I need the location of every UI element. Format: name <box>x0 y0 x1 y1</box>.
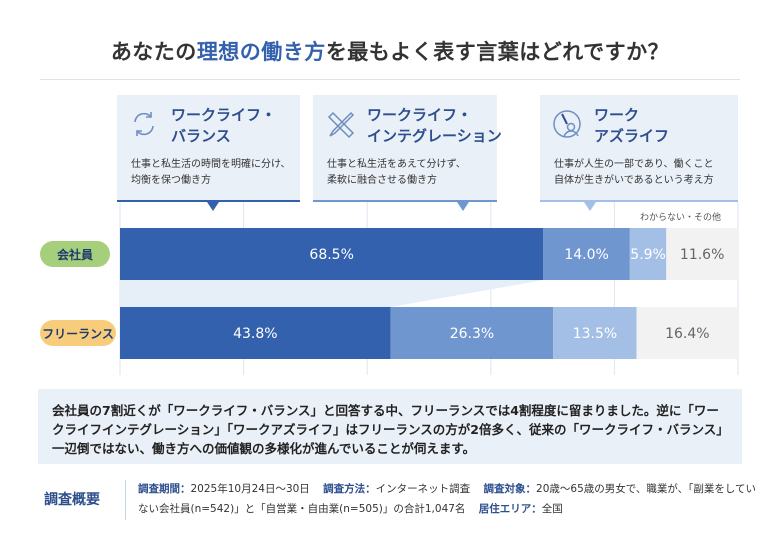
method-label: 調査方法： <box>323 483 376 495</box>
clock-person-icon <box>553 110 581 138</box>
card-description: 仕事と私生活をあえて分けず、 柔軟に融合させる働き方 <box>327 159 466 186</box>
cycle-arrows-icon <box>134 112 154 136</box>
bar-segment <box>553 307 637 359</box>
data-label: 16.4% <box>665 326 709 342</box>
pencil-ruler-icon <box>327 111 355 139</box>
data-label: 13.5% <box>573 326 617 342</box>
pointer-triangle <box>207 202 219 211</box>
title-pre: あなたの <box>110 40 197 64</box>
card-title: ワークライフ・ バランス <box>171 106 277 145</box>
data-label: 68.5% <box>309 247 353 263</box>
bar-segment <box>629 228 667 280</box>
bar-segment <box>666 228 738 280</box>
bar-segment <box>543 228 630 280</box>
summary-box: 会社員の7割近くが「ワークライフ・バランス」と回答する中、フリーランスでは4割程… <box>38 389 742 464</box>
card-underline <box>313 200 497 202</box>
bar-segment <box>636 307 738 359</box>
bar-segment <box>120 307 391 359</box>
stacked-bar-chart: 68.5% 14.0% 5.9% 11.6% 43.8% 26.3% 13.5% 16.4% <box>119 202 739 375</box>
period-value: 2025年10月24日〜30日 <box>190 483 310 495</box>
survey-heading: 調査概要 <box>44 492 100 508</box>
pointer-triangle <box>457 202 469 211</box>
target-label: 調査対象： <box>483 483 537 495</box>
other-legend-label: わからない・その他 <box>640 213 722 223</box>
card-work-as-life: ワーク アズライフ 仕事が人生の一部であり、働くこと 自体が生きがいであるという… <box>540 95 738 202</box>
data-label: 14.0% <box>564 247 608 263</box>
area-label: 居住エリア： <box>478 503 542 515</box>
target-value: 20歳〜65歳の男女で、職業が、「副業をしていない会社員(n=542)」と「自営… <box>138 483 757 515</box>
card-work-life-integration: ワークライフ・ インテグレーション 仕事と私生活をあえて分けず、 柔軟に融合させ… <box>313 95 502 202</box>
area-value: 全国 <box>541 503 563 515</box>
connector-band <box>120 280 544 307</box>
data-label: 5.9% <box>630 247 666 263</box>
card-title: ワーク アズライフ <box>594 106 670 145</box>
method-value: インターネット調査 <box>375 483 471 495</box>
title-highlight: 理想の働き方 <box>196 40 326 64</box>
page-title: あなたの理想の働き方を最もよく表す言葉はどれですか？ <box>0 36 780 66</box>
data-label: 26.3% <box>450 326 494 342</box>
pointer-triangle <box>584 202 596 211</box>
survey-divider <box>125 480 126 520</box>
card-description: 仕事が人生の一部であり、働くこと 自体が生きがいであるという考え方 <box>554 159 714 186</box>
category-label-employee: 会社員 <box>40 241 110 267</box>
card-title: ワークライフ・ インテグレーション <box>367 106 502 145</box>
card-underline <box>540 200 738 202</box>
title-divider <box>40 79 740 80</box>
bar-segment <box>390 307 554 359</box>
data-label: 11.6% <box>680 247 724 263</box>
bar-segment <box>120 228 544 280</box>
card-underline <box>117 200 300 202</box>
category-label-freelance: フリーランス <box>40 320 116 346</box>
survey-details: 調査期間：2025年10月24日〜30日 調査方法：インターネット調査 調査対象… <box>138 479 758 519</box>
data-label: 43.8% <box>233 326 277 342</box>
title-post: を最もよく表す言葉はどれですか？ <box>325 40 670 64</box>
period-label: 調査期間： <box>138 483 191 495</box>
card-description: 仕事と私生活の時間を明確に分け、 均衡を保つ働き方 <box>131 159 291 186</box>
card-work-life-balance: ワークライフ・ バランス 仕事と私生活の時間を明確に分け、 均衡を保つ働き方 <box>117 95 300 202</box>
